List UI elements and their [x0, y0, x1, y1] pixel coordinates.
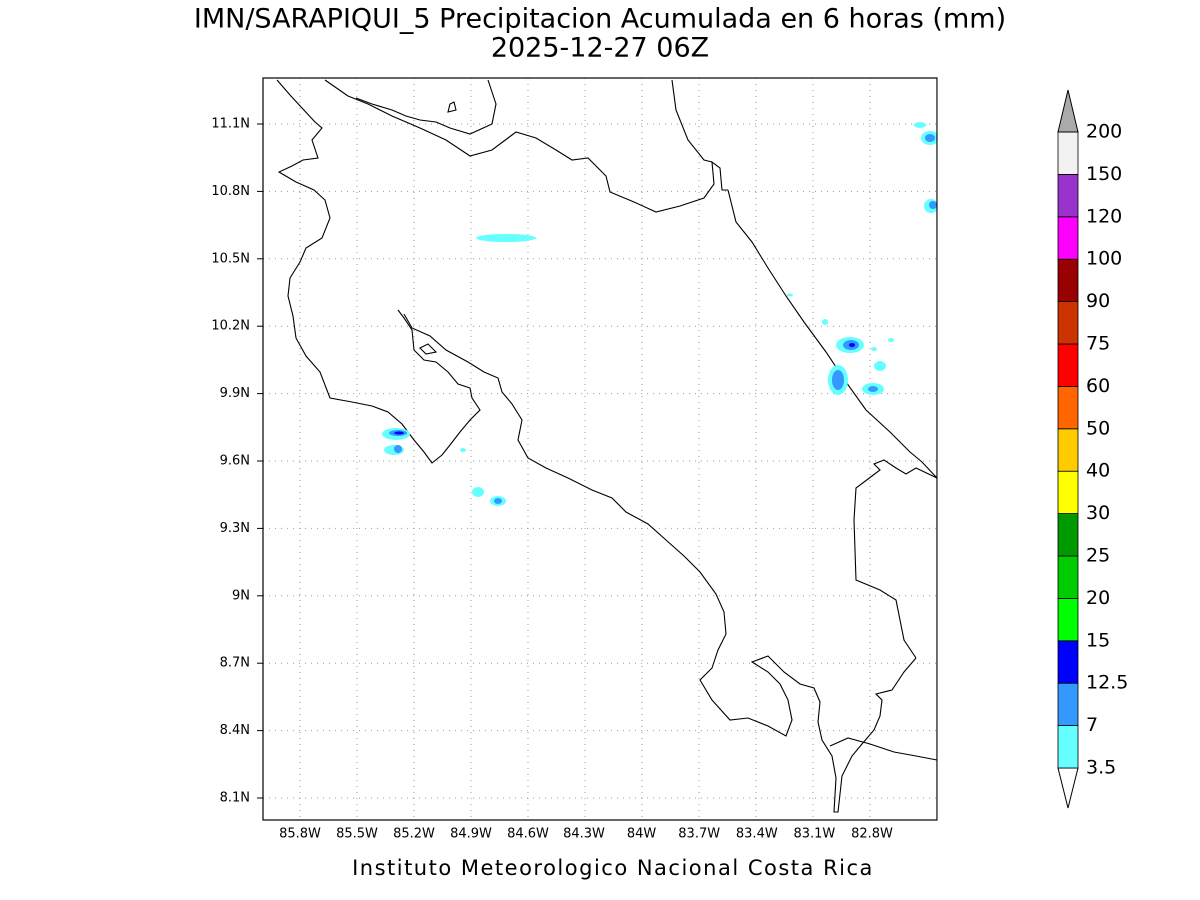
precip-area: [472, 487, 484, 497]
lat-label: 9.3N: [220, 521, 250, 536]
colorbar-segment: [1057, 385, 1079, 430]
precip-area: [822, 319, 828, 325]
lon-label: 85.5W: [336, 827, 378, 842]
coastline: [829, 737, 938, 761]
lon-label: 83.1W: [793, 827, 835, 842]
precipitation: [382, 122, 939, 506]
lat-label: 8.7N: [220, 656, 250, 671]
precip-area: [849, 343, 855, 347]
colorbar: 3.5 7 12.5 15 20 25 30 40 50 60 75 90 100 120 150 200: [1057, 89, 1128, 809]
precip-area: [888, 338, 894, 342]
colorbar-label: 50: [1086, 417, 1110, 439]
graticule: [263, 78, 937, 820]
colorbar-label: 75: [1086, 333, 1110, 355]
coastline: [347, 95, 728, 213]
precip-area: [925, 134, 935, 142]
colorbar-segment: [1057, 640, 1079, 684]
colorbar-above: [1057, 89, 1079, 133]
coastlines: [276, 79, 938, 813]
colorbar-segment: [1057, 173, 1079, 218]
colorbar-segment: [1057, 301, 1079, 345]
precip-area: [868, 386, 878, 392]
colorbar-label: 150: [1086, 163, 1122, 185]
colorbar-segment: [1057, 216, 1079, 260]
precip-area: [494, 498, 502, 504]
precip-area: [929, 201, 937, 209]
lon-label: 84.6W: [507, 827, 549, 842]
colorbar-label: 3.5: [1086, 757, 1116, 779]
lon-label: 85.2W: [393, 827, 435, 842]
precip-area: [394, 431, 404, 435]
lat-label: 9.6N: [220, 454, 250, 469]
lon-label: 83.7W: [678, 827, 720, 842]
coastline: [403, 313, 917, 813]
coastline: [324, 79, 713, 163]
coastline: [419, 101, 457, 355]
colorbar-segment: [1057, 555, 1079, 599]
coastline: [727, 189, 938, 479]
colorbar-label: 120: [1086, 205, 1122, 227]
footer: Instituto Meteorologico Nacional Costa R…: [352, 856, 874, 880]
map-frame: [262, 77, 938, 821]
precip-area: [914, 122, 926, 128]
colorbar-label: 100: [1086, 248, 1122, 270]
colorbar-segment: [1057, 131, 1079, 175]
precip-area: [476, 234, 536, 242]
colorbar-label: 30: [1086, 502, 1110, 524]
precip-area: [460, 448, 466, 452]
colorbar-label: 7: [1086, 714, 1098, 736]
colorbar-segment: [1057, 682, 1079, 727]
colorbar-label: 20: [1086, 587, 1110, 609]
precip-area: [874, 361, 886, 371]
frame-mask: [937, 78, 968, 820]
colorbar-label: 200: [1086, 121, 1122, 143]
lat-label: 8.1N: [220, 791, 250, 806]
lat-label: 9N: [232, 588, 250, 603]
colorbar-segment: [1057, 598, 1079, 642]
precip-area: [787, 293, 793, 297]
colorbar-segment: [1057, 725, 1079, 769]
lat-label: 9.9N: [220, 386, 250, 401]
colorbar-segment: [1057, 470, 1079, 515]
lat-label: 8.4N: [220, 723, 250, 738]
colorbar-label: 90: [1086, 290, 1110, 312]
lat-label: 10.5N: [211, 251, 250, 266]
lat-label: 11.1N: [211, 117, 250, 132]
precip-area: [832, 370, 844, 390]
lat-label: 10.2N: [211, 319, 250, 334]
lon-label: 84.9W: [450, 827, 492, 842]
coastline: [853, 459, 938, 659]
title: IMN/SARAPIQUI_5 Precipitacion Acumulada …: [194, 4, 1006, 35]
lon-label: 84.3W: [563, 827, 605, 842]
colorbar-label: 40: [1086, 460, 1110, 482]
lon-label: 84W: [627, 827, 657, 842]
colorbar-label: 15: [1086, 629, 1110, 651]
subtitle: 2025-12-27 06Z: [491, 33, 709, 64]
colorbar-segment: [1057, 513, 1079, 557]
colorbar-label: 25: [1086, 545, 1110, 567]
colorbar-segment: [1057, 428, 1079, 472]
colorbar-below: [1057, 767, 1079, 809]
lon-label: 83.4W: [736, 827, 778, 842]
colorbar-segment: [1057, 258, 1079, 303]
coastline: [276, 79, 481, 464]
precip-area: [394, 445, 402, 453]
lon-label: 85.8W: [279, 827, 321, 842]
colorbar-label: 12.5: [1086, 672, 1128, 694]
colorbar-segment: [1057, 343, 1079, 387]
lat-label: 10.8N: [211, 184, 250, 199]
lon-label: 82.8W: [851, 827, 893, 842]
precip-area: [871, 347, 877, 351]
colorbar-label: 60: [1086, 375, 1110, 397]
